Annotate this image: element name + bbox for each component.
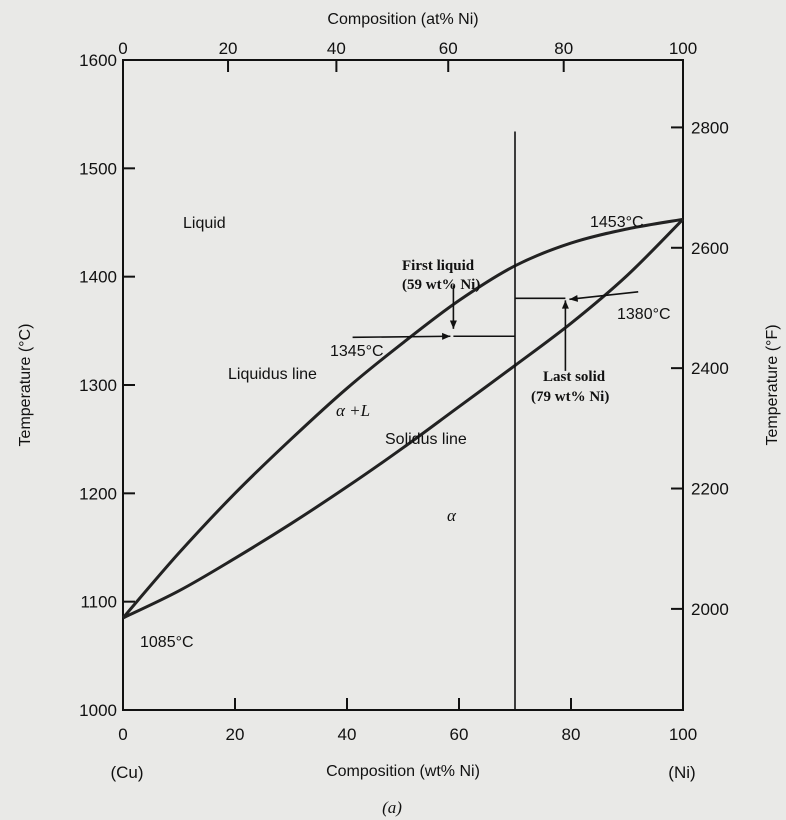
alpha-plus-liquid-label: α +L [336,401,370,420]
last-solid-composition: (79 wt% Ni) [531,389,609,405]
y-right-axis-title: Temperature (°F) [764,324,781,445]
plot-frame [122,59,684,711]
temperature-1345-label: 1345°C [330,343,384,360]
y-left-tick-label: 1100 [80,593,117,612]
x-top-tick-label: 100 [669,39,697,58]
y-left-axis-title: Temperature (°C) [17,324,34,447]
temperature-1380-arrow-shaft [569,291,639,301]
solidus-line-label: Solidus line [385,431,467,448]
last-solid-title: Last solid [543,369,606,385]
y-left-tick-label: 1000 [79,701,117,720]
liquid-region-label: Liquid [183,215,226,232]
temperature-1345-arrow-head [442,332,451,340]
solidus-line-curve [122,218,685,620]
x-bottom-tick-label: 40 [338,725,357,744]
last-solid-arrow-head [561,300,569,309]
x-bottom-tick-label: 20 [226,725,245,744]
y-left-tick-label: 1200 [79,484,117,503]
temperature-1380-label: 1380°C [617,306,671,323]
temperature-1085-label: 1085°C [140,634,194,651]
x-top-tick-label: 20 [219,39,238,58]
first-liquid-title: First liquid [402,258,475,274]
last-solid-arrow [561,300,569,371]
y-right-tick-label: 2400 [691,359,729,378]
x-bottom-tick-label: 0 [118,725,127,744]
alpha-region-label: α [447,506,457,525]
x-bottom-tick-label: 80 [562,725,581,744]
y-left-tick-label: 1600 [79,51,117,70]
x-top-axis-title: Composition (at% Ni) [327,11,478,28]
x-top-tick-label: 80 [554,39,573,58]
y-left-tick-label: 1400 [79,268,117,287]
x-top-tick-label: 0 [118,39,127,58]
liquidus-line-curve [121,217,684,619]
temperature-1380-arrow [569,291,639,302]
y-right-tick-label: 2600 [691,239,729,258]
temperature-1345-arrow [352,332,451,340]
temperature-1380-arrow-head [569,294,579,302]
first-liquid-arrow [449,285,457,329]
x-bottom-tick-label: 60 [450,725,469,744]
y-right-tick-label: 2200 [691,480,729,499]
temperature-1453-label: 1453°C [590,214,644,231]
x-bottom-right-end-label: (Ni) [668,763,695,782]
y-left-tick-label: 1300 [79,376,117,395]
y-left-tick-label: 1500 [79,159,117,178]
first-liquid-composition: (59 wt% Ni) [402,277,480,293]
axis-tick-labels: 0 20 40 60 80 1000 20 40 60 80 1001000110012001300… [79,39,729,744]
y-right-tick-label: 2800 [691,118,729,137]
phase-boundaries [121,217,685,620]
x-top-tick-label: 40 [327,39,346,58]
tie-line-construction [352,131,639,710]
figure-caption: (a) [382,798,402,817]
y-right-tick-label: 2000 [691,600,729,619]
x-bottom-left-end-label: (Cu) [110,763,143,782]
liquidus-line-label: Liquidus line [228,366,317,383]
axis-ticks [122,59,684,711]
first-liquid-arrow-head [449,320,457,329]
temperature-1345-arrow-shaft [352,335,451,339]
x-top-tick-label: 60 [439,39,458,58]
x-bottom-tick-label: 100 [669,725,697,744]
x-bottom-axis-title: Composition (wt% Ni) [326,763,480,780]
